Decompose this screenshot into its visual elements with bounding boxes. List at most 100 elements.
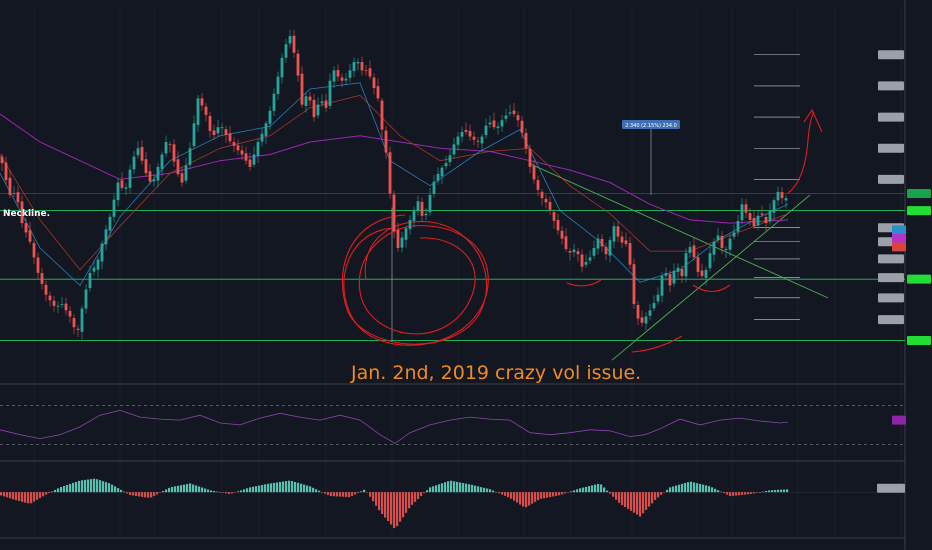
histogram-bar bbox=[585, 486, 588, 493]
candle-body bbox=[172, 144, 176, 162]
candle-body bbox=[64, 303, 68, 311]
histogram-bar bbox=[543, 492, 546, 499]
histogram-bar bbox=[15, 492, 18, 501]
candle-body bbox=[52, 300, 56, 306]
candle-body bbox=[724, 249, 728, 251]
histogram-bar bbox=[351, 492, 354, 497]
histogram-bar bbox=[321, 492, 324, 493]
histogram-bar bbox=[294, 481, 297, 493]
candle-body bbox=[584, 262, 588, 265]
histogram-bar bbox=[645, 492, 648, 510]
histogram-bar bbox=[393, 492, 396, 529]
pivot-tag-r5-bg bbox=[878, 50, 904, 60]
candle-body bbox=[748, 213, 752, 220]
histogram-bar bbox=[711, 487, 714, 493]
candle-body bbox=[316, 104, 320, 116]
histogram-bar bbox=[9, 492, 12, 499]
candle-body bbox=[760, 213, 764, 215]
histogram-bar bbox=[660, 492, 663, 495]
candle-body bbox=[768, 210, 772, 222]
candle-body bbox=[600, 238, 604, 247]
histogram-bar bbox=[300, 483, 303, 493]
candle-body bbox=[424, 213, 428, 216]
histogram-bar bbox=[315, 489, 318, 493]
candle-body bbox=[132, 156, 136, 170]
histogram-bar bbox=[183, 484, 186, 493]
candle-body bbox=[24, 223, 28, 233]
candle-body bbox=[708, 253, 712, 269]
candle-body bbox=[300, 73, 304, 105]
candle-body bbox=[268, 110, 272, 124]
histogram-bar bbox=[174, 486, 177, 493]
candle-body bbox=[680, 269, 684, 277]
histogram-bar bbox=[459, 482, 462, 493]
histogram-bar bbox=[24, 492, 27, 503]
histogram-bar bbox=[144, 492, 147, 498]
histogram-bar bbox=[396, 492, 399, 527]
histogram-bar bbox=[336, 492, 339, 497]
candle-body bbox=[304, 96, 308, 106]
last-price-tag bbox=[907, 188, 931, 198]
candle-body bbox=[636, 305, 640, 319]
histogram-bar bbox=[99, 480, 102, 493]
histogram-bar bbox=[33, 492, 36, 502]
candle-body bbox=[420, 201, 424, 216]
candle-body bbox=[296, 53, 300, 76]
histogram-bar bbox=[729, 492, 732, 497]
curve-head bbox=[631, 335, 683, 353]
histogram-bar bbox=[153, 492, 156, 496]
histogram-bar bbox=[249, 487, 252, 493]
candle-body bbox=[208, 115, 212, 131]
histogram-bar bbox=[597, 483, 600, 493]
histogram-bar bbox=[81, 480, 84, 493]
histogram-bar bbox=[612, 492, 615, 497]
histogram-bar bbox=[204, 488, 207, 493]
candle-body bbox=[664, 272, 668, 276]
candle-body bbox=[756, 215, 760, 226]
histogram-bar bbox=[762, 491, 765, 493]
candle-body bbox=[148, 171, 152, 182]
histogram-bar bbox=[690, 481, 693, 493]
candle-body bbox=[772, 200, 776, 213]
candle-body bbox=[720, 235, 724, 248]
candle-body bbox=[472, 136, 476, 140]
ema-tag-2 bbox=[892, 242, 906, 252]
histogram-bar bbox=[171, 486, 174, 493]
histogram-bar bbox=[318, 490, 321, 493]
pivot-tag-s2 bbox=[878, 254, 904, 264]
histogram-bar bbox=[114, 486, 117, 493]
histogram-bar bbox=[6, 492, 9, 498]
ema-slow-line bbox=[0, 113, 789, 224]
candle-body bbox=[620, 236, 624, 243]
candle-body bbox=[628, 243, 632, 265]
histogram-bar bbox=[150, 492, 153, 498]
histogram-bar bbox=[768, 490, 771, 493]
candle-body bbox=[416, 201, 420, 211]
candle-body bbox=[360, 62, 364, 71]
candle-body bbox=[276, 76, 280, 95]
candle-body bbox=[328, 80, 332, 106]
candle-body bbox=[752, 217, 756, 227]
histogram-bar bbox=[90, 479, 93, 493]
histogram-bar bbox=[435, 485, 438, 493]
histogram-bar bbox=[609, 492, 612, 494]
histogram-bar bbox=[627, 492, 630, 509]
candle-body bbox=[480, 136, 484, 144]
candle-body bbox=[168, 144, 172, 146]
annotation-text: Jan. 2nd, 2019 crazy vol issue. bbox=[350, 362, 641, 384]
histogram-bar bbox=[108, 483, 111, 493]
candle-body bbox=[688, 246, 692, 253]
histogram-bar bbox=[735, 492, 738, 496]
candle-body bbox=[260, 133, 264, 142]
histogram-bar bbox=[69, 483, 72, 493]
histogram-bar bbox=[363, 489, 366, 493]
candle-body bbox=[396, 229, 400, 248]
histogram-bar bbox=[78, 480, 81, 493]
candle-body bbox=[436, 173, 440, 181]
candle-body bbox=[496, 126, 500, 129]
candle-body bbox=[0, 156, 4, 164]
candle-body bbox=[576, 251, 580, 255]
histogram-bar bbox=[684, 482, 687, 493]
